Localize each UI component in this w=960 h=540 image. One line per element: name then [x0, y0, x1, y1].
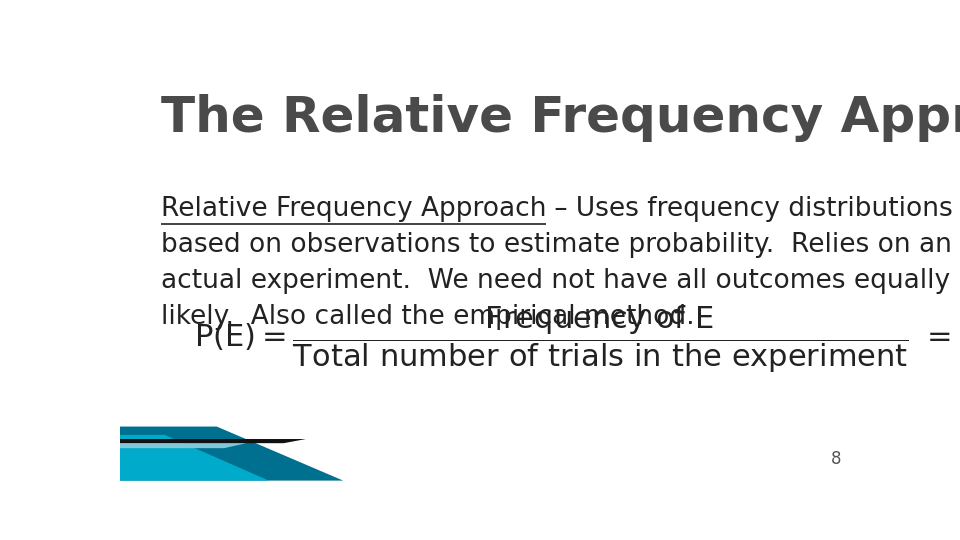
Polygon shape	[120, 427, 344, 481]
Text: likely.  Also called the empirical method.: likely. Also called the empirical method…	[161, 305, 694, 330]
Polygon shape	[120, 435, 269, 481]
Polygon shape	[120, 443, 247, 448]
Text: 8: 8	[831, 450, 842, 468]
Text: based on observations to estimate probability.  Relies on an: based on observations to estimate probab…	[161, 232, 951, 258]
Text: $\mathrm{P(E)} = \dfrac{\mathrm{Frequency\ of\ E}}{\mathrm{Total\ number\ of\ tr: $\mathrm{P(E)} = \dfrac{\mathrm{Frequenc…	[194, 303, 960, 375]
Text: The Relative Frequency Approach: The Relative Frequency Approach	[161, 94, 960, 142]
Polygon shape	[120, 439, 306, 443]
Text: – Uses frequency distributions: – Uses frequency distributions	[546, 196, 953, 222]
Text: Relative Frequency Approach: Relative Frequency Approach	[161, 196, 546, 222]
Text: actual experiment.  We need not have all outcomes equally: actual experiment. We need not have all …	[161, 268, 950, 294]
